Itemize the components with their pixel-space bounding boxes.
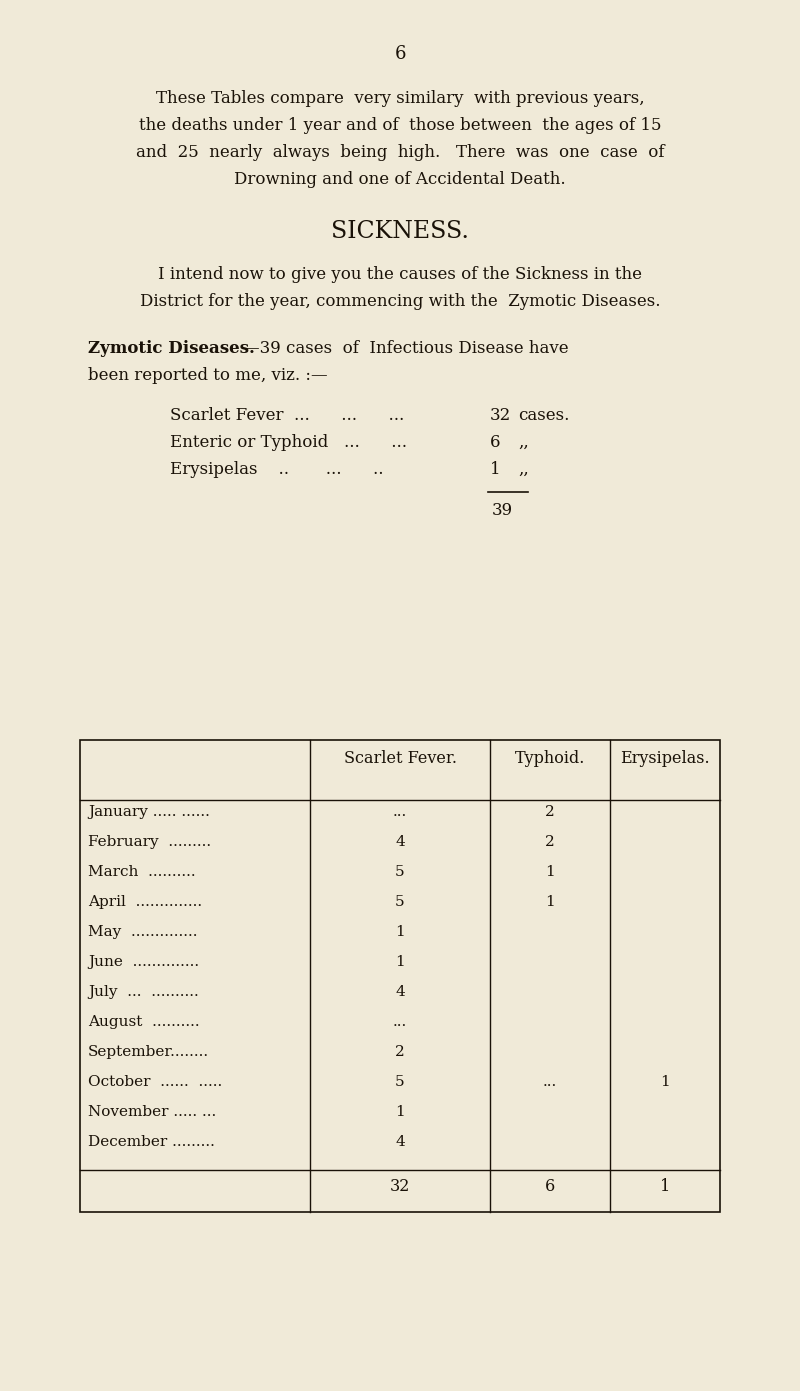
- Text: 5: 5: [395, 894, 405, 908]
- Text: 1: 1: [545, 894, 555, 908]
- Text: 1: 1: [660, 1075, 670, 1089]
- Text: 32: 32: [490, 408, 511, 424]
- Text: cases.: cases.: [518, 408, 570, 424]
- Text: These Tables compare  very similary  with previous years,: These Tables compare very similary with …: [156, 90, 644, 107]
- Text: 6: 6: [394, 45, 406, 63]
- Text: ,,: ,,: [518, 434, 529, 451]
- Text: November ..... ...: November ..... ...: [88, 1104, 216, 1118]
- Text: 6: 6: [490, 434, 501, 451]
- Text: ...: ...: [393, 1015, 407, 1029]
- Text: 1: 1: [395, 1104, 405, 1118]
- Text: 5: 5: [395, 865, 405, 879]
- Text: I intend now to give you the causes of the Sickness in the: I intend now to give you the causes of t…: [158, 266, 642, 282]
- Text: Scarlet Fever  ...      ...      ...: Scarlet Fever ... ... ...: [170, 408, 404, 424]
- Text: June  ..............: June ..............: [88, 956, 199, 970]
- Text: Typhoid.: Typhoid.: [515, 750, 585, 766]
- Text: 5: 5: [395, 1075, 405, 1089]
- Text: been reported to me, viz. :—: been reported to me, viz. :—: [88, 367, 328, 384]
- Bar: [80, 740, 720, 1212]
- Text: 1: 1: [545, 865, 555, 879]
- Text: SICKNESS.: SICKNESS.: [331, 220, 469, 243]
- Text: Drowning and one of Accidental Death.: Drowning and one of Accidental Death.: [234, 171, 566, 188]
- Text: Erysipelas.: Erysipelas.: [620, 750, 710, 766]
- Text: ...: ...: [393, 805, 407, 819]
- Text: January ..... ......: January ..... ......: [88, 805, 210, 819]
- Text: December .........: December .........: [88, 1135, 215, 1149]
- Text: 4: 4: [395, 985, 405, 999]
- Text: 39: 39: [492, 502, 513, 519]
- Text: Scarlet Fever.: Scarlet Fever.: [343, 750, 457, 766]
- Text: 4: 4: [395, 1135, 405, 1149]
- Text: August  ..........: August ..........: [88, 1015, 200, 1029]
- Text: 1: 1: [660, 1178, 670, 1195]
- Text: July  ...  ..........: July ... ..........: [88, 985, 198, 999]
- Text: May  ..............: May ..............: [88, 925, 198, 939]
- Text: September........: September........: [88, 1045, 209, 1059]
- Text: 2: 2: [395, 1045, 405, 1059]
- Text: Enteric or Typhoid   ...      ...: Enteric or Typhoid ... ...: [170, 434, 407, 451]
- Text: ,,: ,,: [518, 460, 529, 479]
- Text: ...: ...: [543, 1075, 557, 1089]
- Text: 4: 4: [395, 835, 405, 849]
- Text: 2: 2: [545, 835, 555, 849]
- Text: 32: 32: [390, 1178, 410, 1195]
- Text: and  25  nearly  always  being  high.   There  was  one  case  of: and 25 nearly always being high. There w…: [136, 145, 664, 161]
- Text: 1: 1: [490, 460, 501, 479]
- Text: 6: 6: [545, 1178, 555, 1195]
- Text: Zymotic Diseases.: Zymotic Diseases.: [88, 339, 255, 357]
- Text: February  .........: February .........: [88, 835, 211, 849]
- Text: October  ......  .....: October ...... .....: [88, 1075, 222, 1089]
- Text: 1: 1: [395, 925, 405, 939]
- Text: March  ..........: March ..........: [88, 865, 196, 879]
- Text: the deaths under 1 year and of  those between  the ages of 15: the deaths under 1 year and of those bet…: [138, 117, 662, 134]
- Text: —39 cases  of  Infectious Disease have: —39 cases of Infectious Disease have: [243, 339, 569, 357]
- Text: 2: 2: [545, 805, 555, 819]
- Text: District for the year, commencing with the  Zymotic Diseases.: District for the year, commencing with t…: [140, 294, 660, 310]
- Text: Erysipelas    ..       ...      ..: Erysipelas .. ... ..: [170, 460, 383, 479]
- Text: April  ..............: April ..............: [88, 894, 202, 908]
- Text: 1: 1: [395, 956, 405, 970]
